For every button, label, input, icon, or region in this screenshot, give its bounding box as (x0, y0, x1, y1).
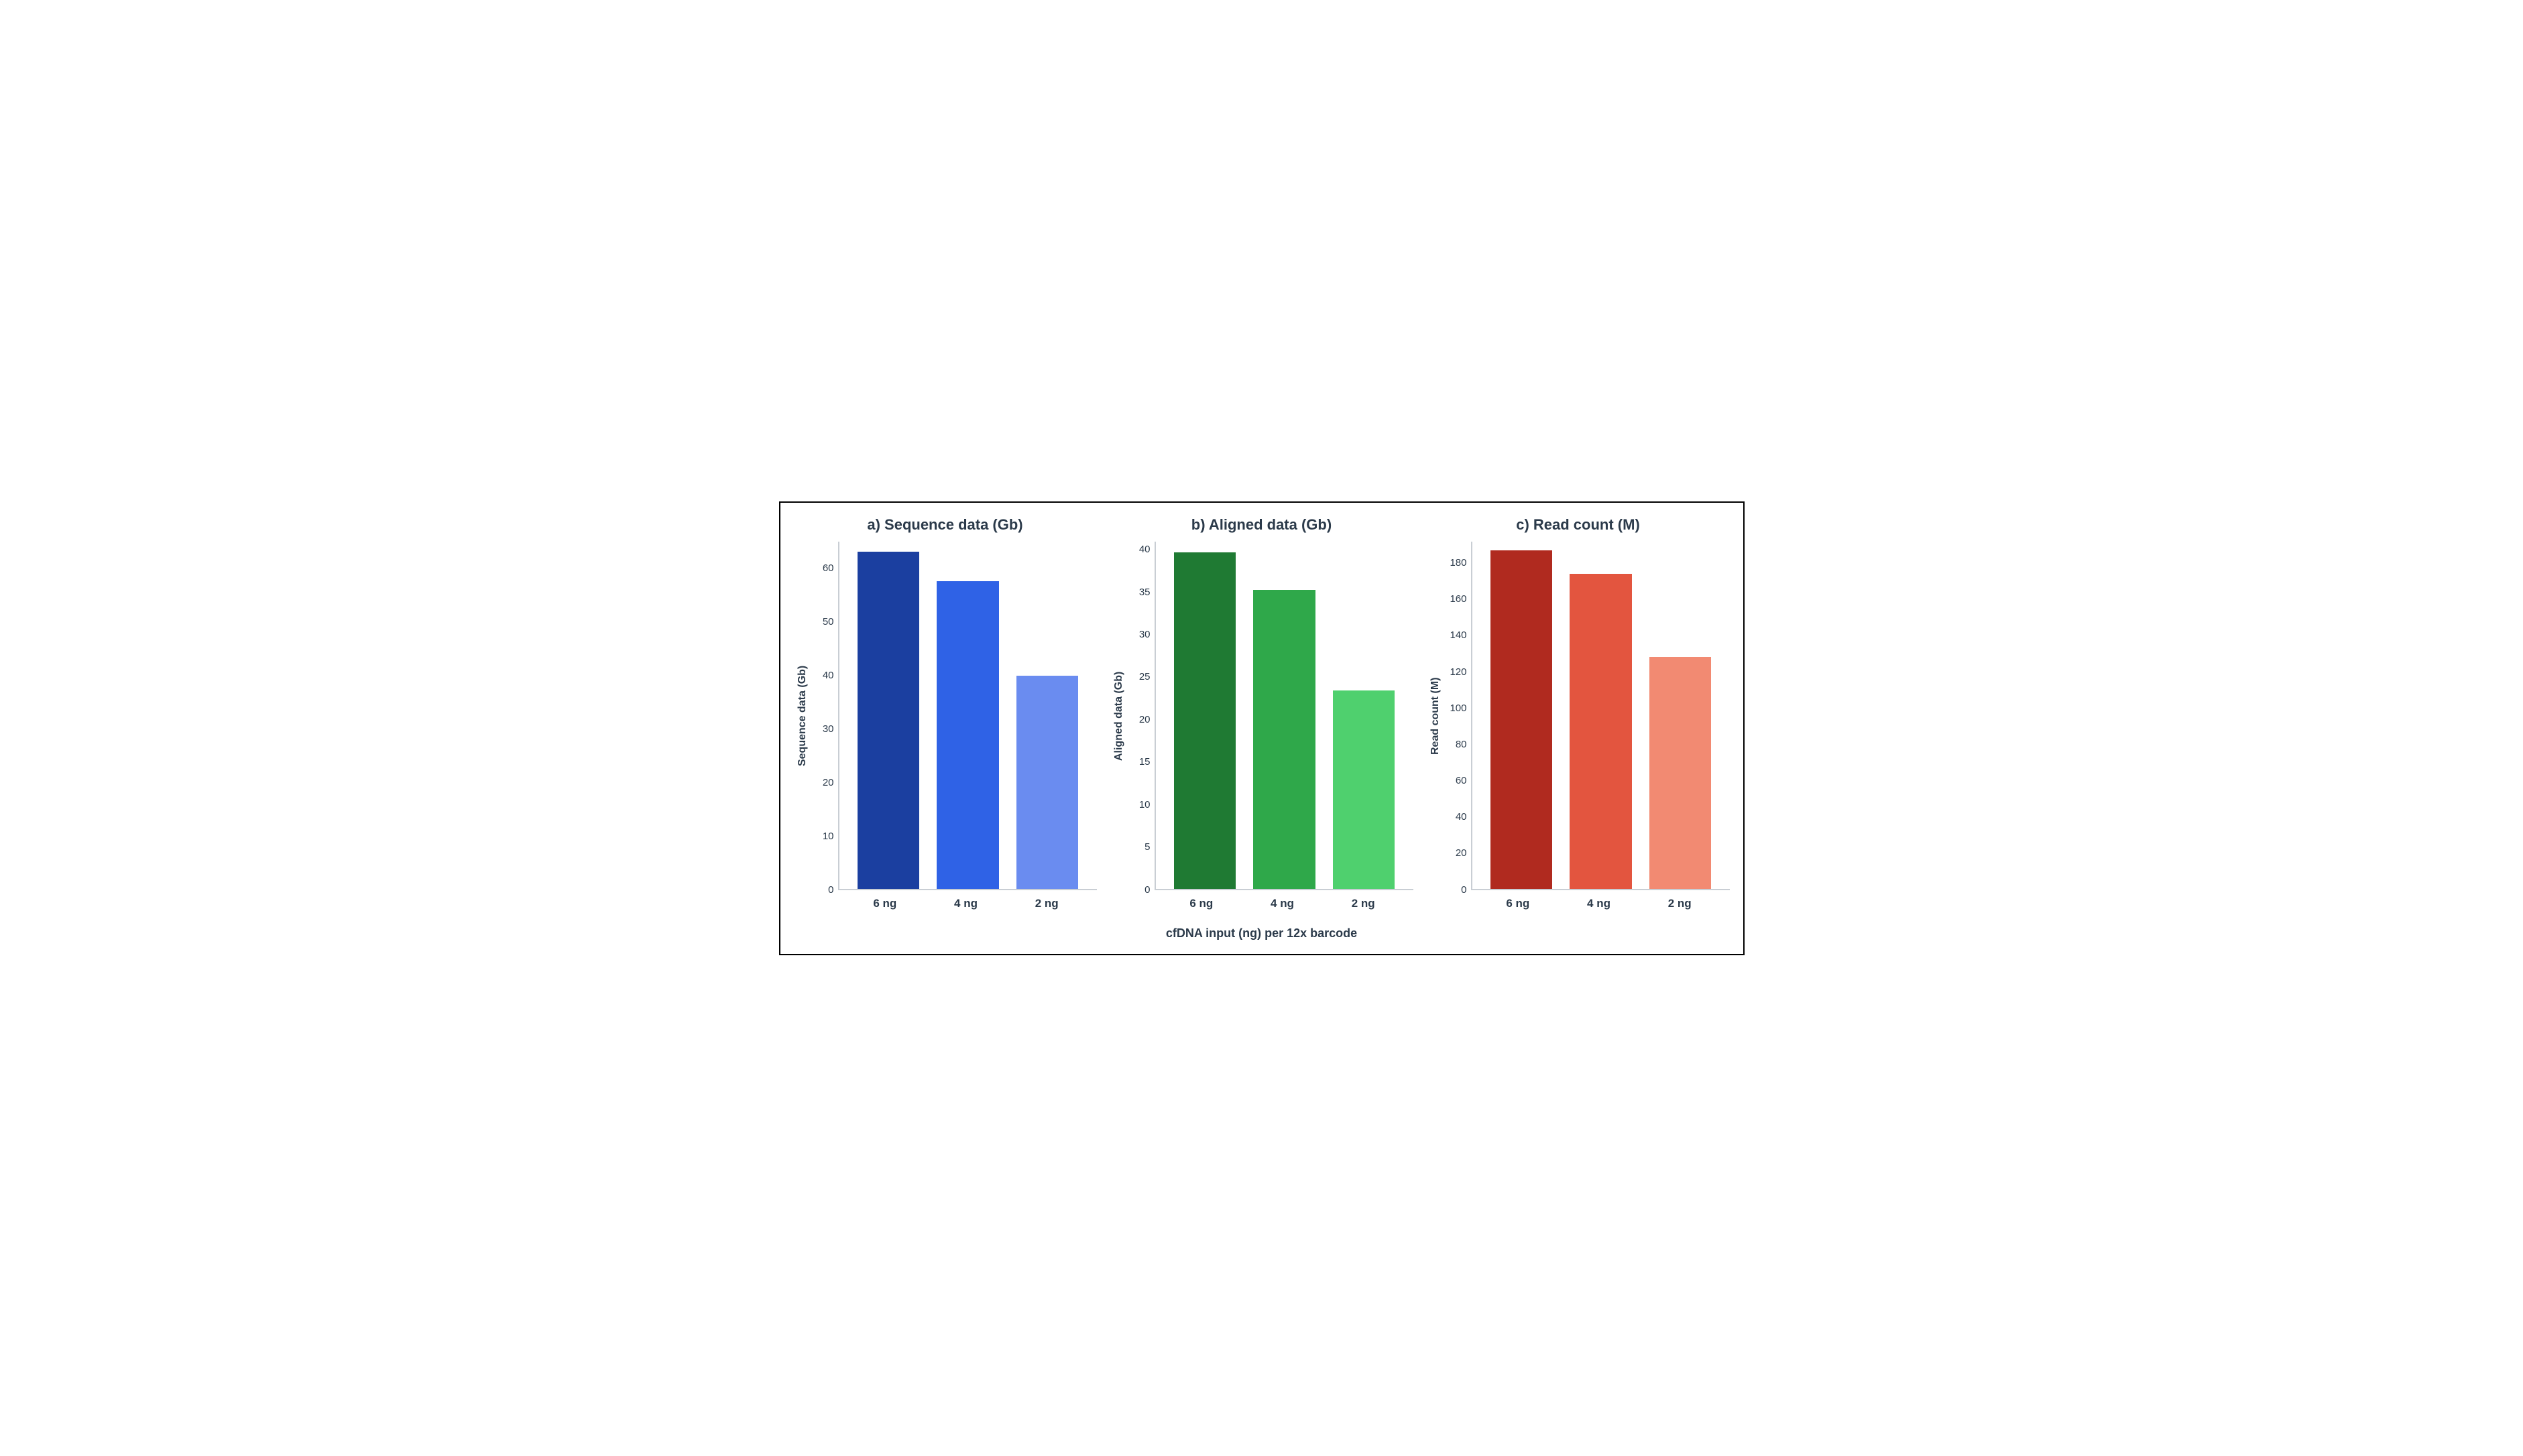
y-tick: 100 (1450, 703, 1466, 713)
y-axis-label-c: Read count (M) (1427, 542, 1444, 890)
panel-c: c) Read count (M) Read count (M) 0 20 40 60 80… (1427, 516, 1730, 910)
y-axis-c: 020406080100120140160180 (1444, 542, 1471, 890)
x-tick: 2 ng (1323, 897, 1404, 910)
x-tick: 4 ng (1242, 897, 1323, 910)
x-axis-wrap-c: 6 ng4 ng2 ng (1427, 890, 1730, 910)
chart-wrap-c: Read count (M)020406080100120140160180 (1427, 542, 1730, 890)
y-tick: 0 (1461, 885, 1466, 895)
y-tick: 5 (1145, 842, 1150, 852)
y-tick: 40 (1139, 544, 1151, 554)
plot-area-a (838, 542, 1097, 890)
y-tick: 160 (1450, 594, 1466, 604)
y-tick: 180 (1450, 558, 1466, 568)
panel-b: b) Aligned data (Gb) Aligned data (Gb) 0 5 1… (1110, 516, 1413, 910)
panels-row: a) Sequence data (Gb) Sequence data (Gb) 0… (794, 516, 1730, 910)
y-tick: 30 (1139, 629, 1151, 640)
bar-b-4ng (1253, 590, 1315, 889)
y-tick: 60 (823, 563, 834, 573)
chart-wrap-b: Aligned data (Gb)0510152025303540 (1110, 542, 1413, 890)
global-x-axis-label: cfDNA input (ng) per 12x barcode (794, 926, 1730, 941)
y-tick: 15 (1139, 757, 1151, 767)
bar-b-6ng (1174, 552, 1236, 889)
plot-area-b (1155, 542, 1413, 890)
y-tick: 80 (1456, 739, 1467, 749)
y-tick: 35 (1139, 587, 1151, 597)
y-axis-a: 0102030405060 (811, 542, 838, 890)
x-axis-wrap-a: 6 ng4 ng2 ng (794, 890, 1097, 910)
y-axis-b: 0510152025303540 (1128, 542, 1155, 890)
bar-a-6ng (858, 552, 920, 888)
chart-wrap-a: Sequence data (Gb)0102030405060 (794, 542, 1097, 890)
bar-c-2ng (1649, 657, 1712, 888)
x-tick: 4 ng (1558, 897, 1639, 910)
y-tick: 0 (1145, 885, 1150, 895)
y-tick: 40 (1456, 812, 1467, 822)
panel-title-a: a) Sequence data (Gb) (867, 516, 1022, 534)
panel-a: a) Sequence data (Gb) Sequence data (Gb) 0… (794, 516, 1097, 910)
y-tick: 30 (823, 724, 834, 734)
bar-a-2ng (1016, 676, 1079, 888)
panel-title-b: b) Aligned data (Gb) (1191, 516, 1332, 534)
y-tick: 10 (1139, 800, 1151, 810)
y-tick: 20 (1456, 848, 1467, 858)
x-tick: 2 ng (1006, 897, 1088, 910)
x-tick: 2 ng (1639, 897, 1720, 910)
bar-a-4ng (937, 581, 999, 888)
y-tick: 0 (828, 885, 833, 895)
y-tick: 25 (1139, 672, 1151, 682)
x-axis-b: 6 ng4 ng2 ng (1152, 890, 1413, 910)
figure-frame: a) Sequence data (Gb) Sequence data (Gb) 0… (779, 501, 1745, 955)
y-tick: 20 (823, 778, 834, 788)
x-axis-c: 6 ng4 ng2 ng (1468, 890, 1730, 910)
x-tick: 6 ng (845, 897, 926, 910)
panel-title-c: c) Read count (M) (1516, 516, 1640, 534)
y-axis-label-b: Aligned data (Gb) (1110, 542, 1128, 890)
x-tick: 4 ng (925, 897, 1006, 910)
bar-c-6ng (1490, 550, 1553, 889)
x-tick: 6 ng (1161, 897, 1242, 910)
bar-b-2ng (1333, 690, 1395, 889)
bar-c-4ng (1570, 574, 1632, 888)
plot-area-c (1471, 542, 1730, 890)
x-axis-a: 6 ng4 ng2 ng (835, 890, 1097, 910)
x-axis-wrap-b: 6 ng4 ng2 ng (1110, 890, 1413, 910)
x-tick: 6 ng (1478, 897, 1559, 910)
y-tick: 40 (823, 670, 834, 680)
y-tick: 140 (1450, 630, 1466, 640)
y-tick: 10 (823, 831, 834, 841)
y-tick: 120 (1450, 667, 1466, 677)
y-tick: 20 (1139, 715, 1151, 725)
y-tick: 60 (1456, 776, 1467, 786)
y-tick: 50 (823, 617, 834, 627)
y-axis-label-a: Sequence data (Gb) (794, 542, 811, 890)
